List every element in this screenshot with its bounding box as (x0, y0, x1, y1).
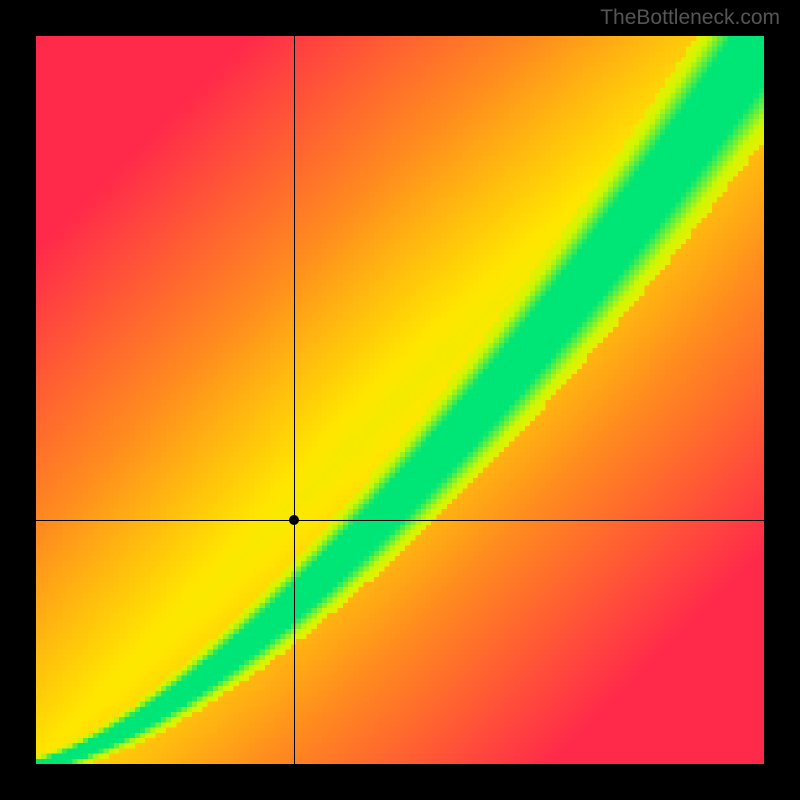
heatmap-canvas (36, 36, 764, 764)
watermark-text: TheBottleneck.com (600, 6, 780, 30)
chart-container: TheBottleneck.com (0, 0, 800, 800)
plot-area (36, 36, 764, 764)
